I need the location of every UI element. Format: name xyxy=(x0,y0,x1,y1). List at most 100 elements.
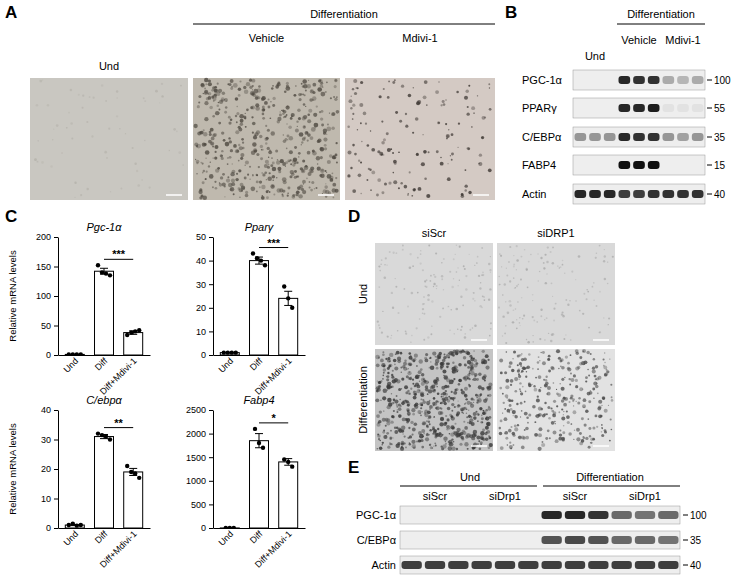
cell xyxy=(440,162,444,166)
cell xyxy=(230,118,233,121)
cell xyxy=(561,311,563,313)
cell xyxy=(433,397,435,399)
cell xyxy=(450,309,452,311)
cell xyxy=(295,85,297,87)
cell xyxy=(262,108,266,112)
cell xyxy=(325,183,326,184)
cell xyxy=(314,188,316,190)
cell xyxy=(266,179,267,180)
cell xyxy=(287,193,288,194)
panel-a: AUndDifferentiationVehicleMdivi-1 xyxy=(5,3,495,200)
cell xyxy=(528,261,530,263)
cell xyxy=(488,394,491,397)
y-tick-mark xyxy=(209,284,213,285)
band xyxy=(633,133,645,141)
cell xyxy=(134,162,136,164)
significance-label: ** xyxy=(114,417,123,429)
cell xyxy=(481,136,484,139)
cell xyxy=(396,409,398,411)
cell xyxy=(433,398,435,400)
cell xyxy=(459,443,462,446)
data-point xyxy=(282,457,286,461)
cell xyxy=(92,97,94,99)
cell xyxy=(209,174,214,179)
scale-bar xyxy=(473,194,489,196)
cell xyxy=(233,144,237,148)
cell xyxy=(441,396,443,398)
cell xyxy=(287,106,289,108)
data-point xyxy=(96,263,100,267)
cell xyxy=(227,163,229,165)
cell xyxy=(477,95,478,96)
cell xyxy=(420,250,421,251)
cell xyxy=(396,444,400,448)
cell xyxy=(466,413,467,414)
bar xyxy=(279,462,298,528)
cell xyxy=(420,391,424,395)
cell xyxy=(316,105,318,107)
y-tick: 10 xyxy=(196,327,213,337)
cell xyxy=(336,110,340,114)
cell xyxy=(403,362,407,366)
cell xyxy=(430,386,434,390)
cell xyxy=(567,304,569,306)
cell xyxy=(378,420,381,423)
cell xyxy=(203,93,204,94)
cell xyxy=(460,296,462,298)
cell xyxy=(470,402,473,405)
cell xyxy=(468,191,471,194)
cell xyxy=(457,371,458,372)
cell xyxy=(106,157,108,159)
cell xyxy=(426,433,429,436)
cell xyxy=(335,153,338,156)
cell xyxy=(394,366,398,370)
cell xyxy=(408,352,411,355)
cell xyxy=(379,386,381,388)
y-axis: 010203040 xyxy=(41,405,59,533)
cell xyxy=(325,170,327,172)
cell xyxy=(565,334,566,335)
cell xyxy=(476,401,478,403)
cell xyxy=(245,194,249,198)
data-point xyxy=(259,258,263,262)
cell xyxy=(425,437,429,441)
cell xyxy=(451,153,454,156)
cell xyxy=(473,112,475,114)
plot-marks xyxy=(220,251,297,355)
y-tick-mark xyxy=(54,296,58,297)
band xyxy=(692,133,704,141)
cell xyxy=(415,393,417,395)
cell xyxy=(144,140,146,142)
cell xyxy=(408,362,412,366)
cell xyxy=(424,285,426,287)
cell xyxy=(461,193,464,196)
plot-marks xyxy=(65,263,142,355)
cell xyxy=(473,416,477,420)
data-point xyxy=(129,330,133,334)
scale-bar xyxy=(593,339,609,341)
cell xyxy=(550,340,553,343)
cell xyxy=(299,98,302,101)
cell xyxy=(303,125,306,128)
cell xyxy=(565,299,567,301)
cell xyxy=(430,361,431,362)
cell xyxy=(310,136,314,140)
y-tick-label: 50 xyxy=(196,232,206,242)
cell xyxy=(239,146,243,150)
bar xyxy=(95,271,114,355)
data-point xyxy=(104,434,108,438)
cell xyxy=(562,315,564,317)
data-point xyxy=(230,350,234,354)
data-point xyxy=(290,464,294,468)
cell xyxy=(460,432,464,436)
cell xyxy=(468,410,469,411)
cell xyxy=(226,178,230,182)
data-point xyxy=(71,352,75,355)
cell xyxy=(415,374,419,378)
cell xyxy=(271,87,274,90)
cell xyxy=(499,284,501,286)
cell xyxy=(508,261,510,263)
cell xyxy=(238,160,240,162)
micrograph-texture xyxy=(347,79,491,198)
cell xyxy=(213,95,215,97)
